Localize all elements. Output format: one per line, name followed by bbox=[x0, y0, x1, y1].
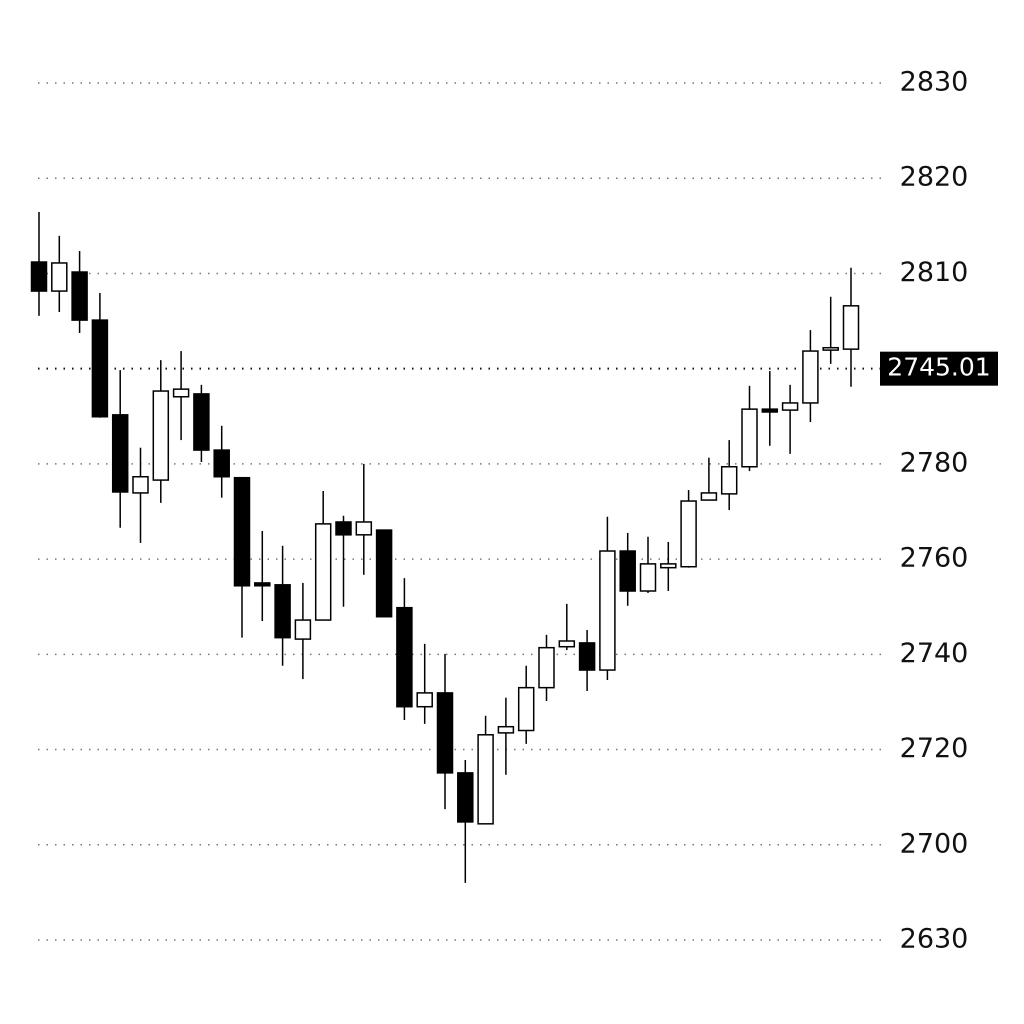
candle-body bbox=[314, 523, 332, 621]
candle-body bbox=[355, 521, 373, 536]
candle-body bbox=[599, 550, 616, 671]
candle-body bbox=[457, 772, 474, 823]
candle-body bbox=[802, 350, 819, 404]
y-tick-label: 2630 bbox=[900, 924, 969, 955]
y-tick-label: 2760 bbox=[900, 543, 969, 574]
candle-body bbox=[294, 619, 312, 640]
candle-body bbox=[477, 734, 494, 825]
candle-body bbox=[558, 640, 576, 648]
candle-body bbox=[132, 475, 149, 494]
candle-body bbox=[639, 563, 657, 592]
candle-body bbox=[720, 465, 738, 495]
candle-body bbox=[172, 388, 190, 398]
candle-body bbox=[30, 261, 48, 292]
y-tick-label: 2720 bbox=[900, 733, 969, 764]
candle-body bbox=[619, 550, 636, 592]
candle-body bbox=[761, 408, 779, 413]
candle-body bbox=[741, 408, 758, 468]
y-tick-label: 2780 bbox=[900, 447, 969, 478]
candle-body bbox=[213, 449, 230, 478]
price-tag bbox=[880, 351, 998, 386]
candle-body bbox=[274, 584, 291, 639]
y-tick-label: 2810 bbox=[900, 257, 969, 288]
candle-body bbox=[680, 500, 697, 568]
candle-body bbox=[578, 642, 596, 671]
y-tick-label: 2820 bbox=[900, 162, 969, 193]
candle-body bbox=[497, 725, 515, 734]
candle-body bbox=[396, 606, 413, 708]
price-tag-label: 2745.01 bbox=[887, 353, 990, 382]
candle-body bbox=[822, 346, 839, 351]
candle-body bbox=[416, 692, 433, 708]
candle-body bbox=[152, 390, 170, 481]
candle-body bbox=[233, 476, 251, 587]
candle-body bbox=[335, 521, 352, 536]
candle-body bbox=[193, 393, 210, 451]
candle-body bbox=[781, 402, 799, 411]
candle-body bbox=[842, 305, 860, 350]
candle-body bbox=[700, 492, 718, 501]
candle-body bbox=[538, 646, 555, 689]
y-tick-label: 2700 bbox=[900, 828, 969, 859]
candle-body bbox=[517, 686, 535, 732]
candle-body bbox=[436, 692, 454, 774]
candle-body bbox=[111, 414, 129, 493]
candle-body bbox=[254, 582, 271, 587]
candle-body bbox=[375, 529, 393, 618]
y-tick-label: 2740 bbox=[900, 638, 969, 669]
candle-body bbox=[91, 319, 109, 418]
y-tick-label: 2830 bbox=[900, 67, 969, 98]
candle-body bbox=[71, 271, 88, 321]
candle-body bbox=[51, 262, 68, 292]
candle-body bbox=[660, 563, 677, 569]
